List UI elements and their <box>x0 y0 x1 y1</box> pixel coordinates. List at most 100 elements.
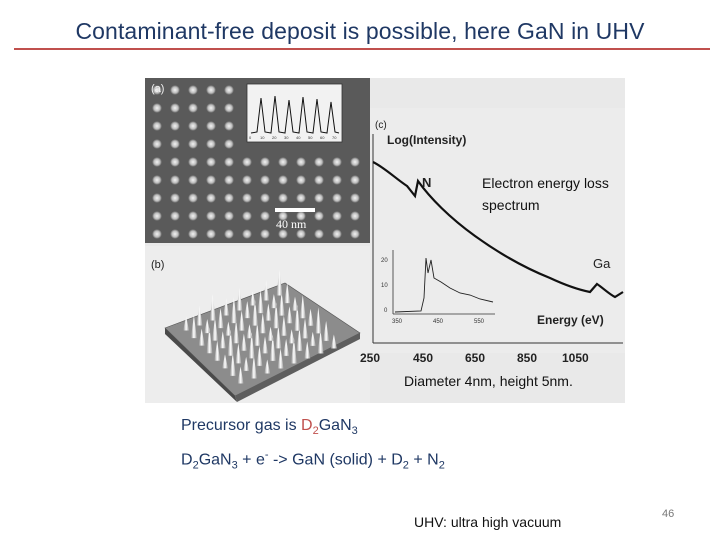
deposit-spike <box>304 341 311 359</box>
deposit-dot <box>224 211 234 221</box>
deposit-spike <box>248 332 255 359</box>
deposit-spike <box>225 321 232 336</box>
profile-tick: 40 <box>296 135 301 140</box>
deposit-dot <box>224 139 234 149</box>
deposit-dot <box>224 229 234 239</box>
substrate-edge <box>235 333 360 402</box>
deposit-spike <box>330 334 337 349</box>
deposit-dot <box>188 103 198 113</box>
precursor-line-1: Precursor gas is D2GaN3 <box>181 414 445 443</box>
deposit-dot <box>152 211 162 221</box>
deposit-spike <box>275 325 282 349</box>
scale-bar <box>275 208 315 212</box>
panel-c-label: (c) <box>375 120 387 131</box>
x-axis-ticks: 250 450 650 850 1050 <box>360 351 589 365</box>
deposit-dot <box>152 193 162 203</box>
deposit-dot <box>350 193 360 203</box>
profile-tick: 50 <box>308 135 313 140</box>
precursor-n-subscript: 3 <box>351 425 358 438</box>
deposit-dot <box>170 103 180 113</box>
deposit-dot <box>224 85 234 95</box>
inset-x-ticks: 350 450 550 <box>392 319 485 325</box>
deposit-dot <box>224 193 234 203</box>
deposit-dot <box>278 211 288 221</box>
deposit-spike <box>196 305 203 326</box>
title-divider <box>14 48 710 50</box>
deposit-dot <box>170 175 180 185</box>
deposit-spike <box>244 301 251 319</box>
deposit-spike <box>277 348 284 369</box>
deposit-spike <box>257 290 264 314</box>
inset-x-tick: 450 <box>433 319 444 325</box>
panel-b-label: (b) <box>151 259 164 271</box>
inset-y-tick: 10 <box>381 283 388 289</box>
deposit-dot <box>206 103 216 113</box>
deposit-spike <box>290 337 297 364</box>
profile-tick: 20 <box>272 135 277 140</box>
deposit-dot <box>152 85 162 95</box>
inset-x-tick: 550 <box>474 319 485 325</box>
eels-annotation: Electron energy loss spectrum <box>482 175 609 213</box>
deposit-dot <box>242 211 252 221</box>
profile-tick-labels: 0 10 20 30 40 50 60 70 <box>249 135 337 140</box>
deposit-spike <box>252 299 258 326</box>
spike-array <box>183 269 337 384</box>
intensity-profile-line <box>250 95 340 134</box>
deposit-spike <box>230 297 237 324</box>
deposit-spike <box>246 324 253 339</box>
eq-d-sub: 2 <box>192 459 199 472</box>
deposit-dot <box>170 229 180 239</box>
deposit-dot <box>206 121 216 131</box>
deposit-dot <box>242 193 252 203</box>
deposit-dot <box>314 175 324 185</box>
inset-y-ticks: 20 10 0 <box>381 258 388 314</box>
deposit-spike <box>254 322 261 346</box>
deposit-dot <box>314 211 324 221</box>
deposit-dot <box>332 175 342 185</box>
deposit-spike <box>294 304 301 331</box>
deposit-dot <box>260 193 270 203</box>
panel-a-label: (a) <box>151 83 164 95</box>
scale-bar-label: 40 nm <box>276 217 307 231</box>
deposit-dot <box>278 175 288 185</box>
slide-title: Contaminant-free deposit is possible, he… <box>75 18 645 44</box>
deposit-spike <box>302 318 308 339</box>
deposit-dot <box>242 157 252 167</box>
deposit-spike <box>283 338 290 356</box>
eq-d2-sub: 2 <box>402 459 409 472</box>
ga-edge-label: Ga <box>593 256 611 271</box>
eq-n-sub: 3 <box>231 459 238 472</box>
deposit-dot <box>314 193 324 203</box>
eq-n2-sub: 2 <box>438 459 445 472</box>
deposit-dot <box>260 175 270 185</box>
x-axis-label: Energy (eV) <box>537 313 604 327</box>
deposit-dot <box>206 229 216 239</box>
deposit-dot <box>260 211 270 221</box>
deposit-dot <box>188 157 198 167</box>
deposit-dot <box>296 229 306 239</box>
deposit-spike <box>238 310 245 331</box>
deposit-spike <box>262 336 268 354</box>
deposit-dot <box>350 211 360 221</box>
deposit-spike <box>269 334 276 361</box>
deposit-dot <box>332 211 342 221</box>
deposit-spike <box>299 295 306 319</box>
profile-tick: 0 <box>249 135 252 140</box>
deposit-dot <box>206 139 216 149</box>
deposit-dot <box>260 157 270 167</box>
precursor-d-subscript: 2 <box>312 425 319 438</box>
deposit-spike <box>209 294 216 321</box>
deposit-dot <box>206 193 216 203</box>
deposit-dot <box>188 229 198 239</box>
inset-y-tick: 20 <box>381 258 388 264</box>
deposit-dot <box>152 103 162 113</box>
deposit-dot <box>170 157 180 167</box>
deposit-spike <box>236 287 243 311</box>
deposit-dot <box>206 85 216 95</box>
deposit-dot <box>224 121 234 131</box>
deposit-spike <box>214 340 221 361</box>
eq-electron: + e <box>237 451 265 469</box>
deposit-spike <box>183 316 190 331</box>
deposit-spike <box>233 320 240 344</box>
deposit-dot <box>350 175 360 185</box>
